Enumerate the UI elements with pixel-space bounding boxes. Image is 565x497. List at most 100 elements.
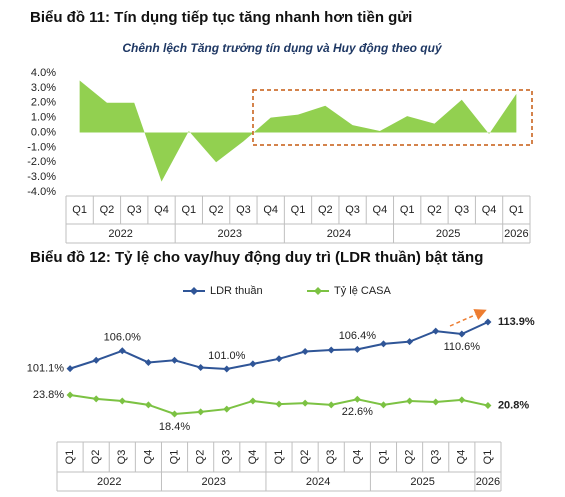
legend-label: LDR thuần xyxy=(210,285,263,297)
marker xyxy=(327,346,335,354)
x-tick-label: Q4 xyxy=(351,450,363,465)
x-tick-label: Q2 xyxy=(90,450,102,465)
y-tick-label: 4.0% xyxy=(31,67,56,79)
legend-marker xyxy=(314,287,322,295)
marker xyxy=(92,356,100,364)
marker xyxy=(275,400,283,408)
marker xyxy=(92,395,100,403)
marker xyxy=(353,395,361,403)
marker xyxy=(379,401,387,409)
marker xyxy=(66,391,74,399)
group-label: 2023 xyxy=(218,228,242,240)
marker xyxy=(171,356,179,364)
x-tick-label: Q2 xyxy=(100,204,115,216)
marker xyxy=(484,402,492,410)
marker xyxy=(301,348,309,356)
marker xyxy=(406,338,414,346)
group-label: 2025 xyxy=(410,476,434,488)
x-tick-label: Q4 xyxy=(482,204,497,216)
marker xyxy=(249,397,257,405)
marker xyxy=(144,401,152,409)
marker xyxy=(327,401,335,409)
x-tick-label: Q2 xyxy=(195,450,207,465)
data-label: 106.0% xyxy=(104,332,142,344)
x-tick-label: Q1 xyxy=(168,450,180,465)
group-label: 2026 xyxy=(504,228,528,240)
group-label: 2023 xyxy=(201,476,225,488)
x-tick-label: Q1 xyxy=(400,204,415,216)
y-tick-label: 3.0% xyxy=(31,82,56,94)
group-label: 2022 xyxy=(108,228,132,240)
x-tick-label: Q1 xyxy=(181,204,196,216)
marker xyxy=(458,330,466,338)
data-label: 18.4% xyxy=(159,421,190,433)
x-tick-label: Q4 xyxy=(263,204,278,216)
data-label: 113.9% xyxy=(498,316,535,328)
data-label: 101.1% xyxy=(27,363,65,375)
x-tick-label: Q1 xyxy=(291,204,306,216)
trend-arrow xyxy=(449,309,487,327)
x-tick-label: Q4 xyxy=(456,450,468,465)
x-tick-label: Q1 xyxy=(64,450,76,465)
y-tick-label: -4.0% xyxy=(27,186,56,198)
x-tick-label: Q1 xyxy=(377,450,389,465)
marker xyxy=(223,405,231,413)
data-label: 106.4% xyxy=(339,330,377,342)
x-tick-label: Q1 xyxy=(509,204,524,216)
x-tick-label: Q2 xyxy=(427,204,442,216)
x-tick-label: Q3 xyxy=(127,204,142,216)
group-label: 2022 xyxy=(97,476,121,488)
chart-subtitle: Chênh lệch Tăng trưởng tín dụng và Huy đ… xyxy=(122,41,443,55)
data-label: 20.8% xyxy=(498,399,529,411)
marker xyxy=(197,408,205,416)
group-label: 2025 xyxy=(436,228,460,240)
x-tick-label: Q3 xyxy=(345,204,360,216)
y-tick-label: 1.0% xyxy=(31,112,56,124)
x-tick-label: Q2 xyxy=(318,204,333,216)
marker xyxy=(353,345,361,353)
x-tick-label: Q1 xyxy=(72,204,87,216)
x-tick-label: Q2 xyxy=(209,204,224,216)
marker xyxy=(301,399,309,407)
marker xyxy=(432,327,440,335)
data-label: 110.6% xyxy=(444,341,481,353)
x-tick-label: Q3 xyxy=(325,450,337,465)
x-tick-label: Q4 xyxy=(247,450,259,465)
marker xyxy=(171,410,179,418)
marker xyxy=(249,360,257,368)
marker xyxy=(406,397,414,405)
x-tick-label: Q1 xyxy=(273,450,285,465)
marker xyxy=(484,318,492,326)
marker xyxy=(458,396,466,404)
chart-title: Biểu đồ 12: Tỷ lệ cho vay/huy động duy t… xyxy=(30,249,483,266)
highlight-box xyxy=(252,89,533,146)
y-tick-label: -3.0% xyxy=(27,171,56,183)
marker xyxy=(379,340,387,348)
x-tick-label: Q1 xyxy=(482,450,494,465)
x-tick-label: Q2 xyxy=(299,450,311,465)
legend-label: Tỷ lệ CASA xyxy=(334,285,392,297)
group-label: 2024 xyxy=(306,476,330,488)
area xyxy=(79,80,517,182)
legend-marker xyxy=(190,287,198,295)
marker xyxy=(118,347,126,355)
marker xyxy=(275,355,283,363)
data-label: 23.8% xyxy=(33,389,64,401)
x-tick-label: Q3 xyxy=(221,450,233,465)
group-label: 2026 xyxy=(476,476,500,488)
y-tick-label: 0.0% xyxy=(31,126,56,138)
data-label: 22.6% xyxy=(342,406,373,418)
marker xyxy=(197,364,205,372)
y-tick-label: 2.0% xyxy=(31,97,56,109)
group-label: 2024 xyxy=(327,228,351,240)
x-tick-label: Q4 xyxy=(142,450,154,465)
x-tick-label: Q3 xyxy=(116,450,128,465)
x-tick-label: Q4 xyxy=(373,204,388,216)
x-tick-label: Q2 xyxy=(403,450,415,465)
marker xyxy=(118,397,126,405)
chart-title: Biểu đồ 11: Tín dụng tiếp tục tăng nhanh… xyxy=(30,9,412,26)
y-tick-label: -1.0% xyxy=(27,141,56,153)
marker xyxy=(66,365,74,373)
x-tick-label: Q3 xyxy=(236,204,251,216)
